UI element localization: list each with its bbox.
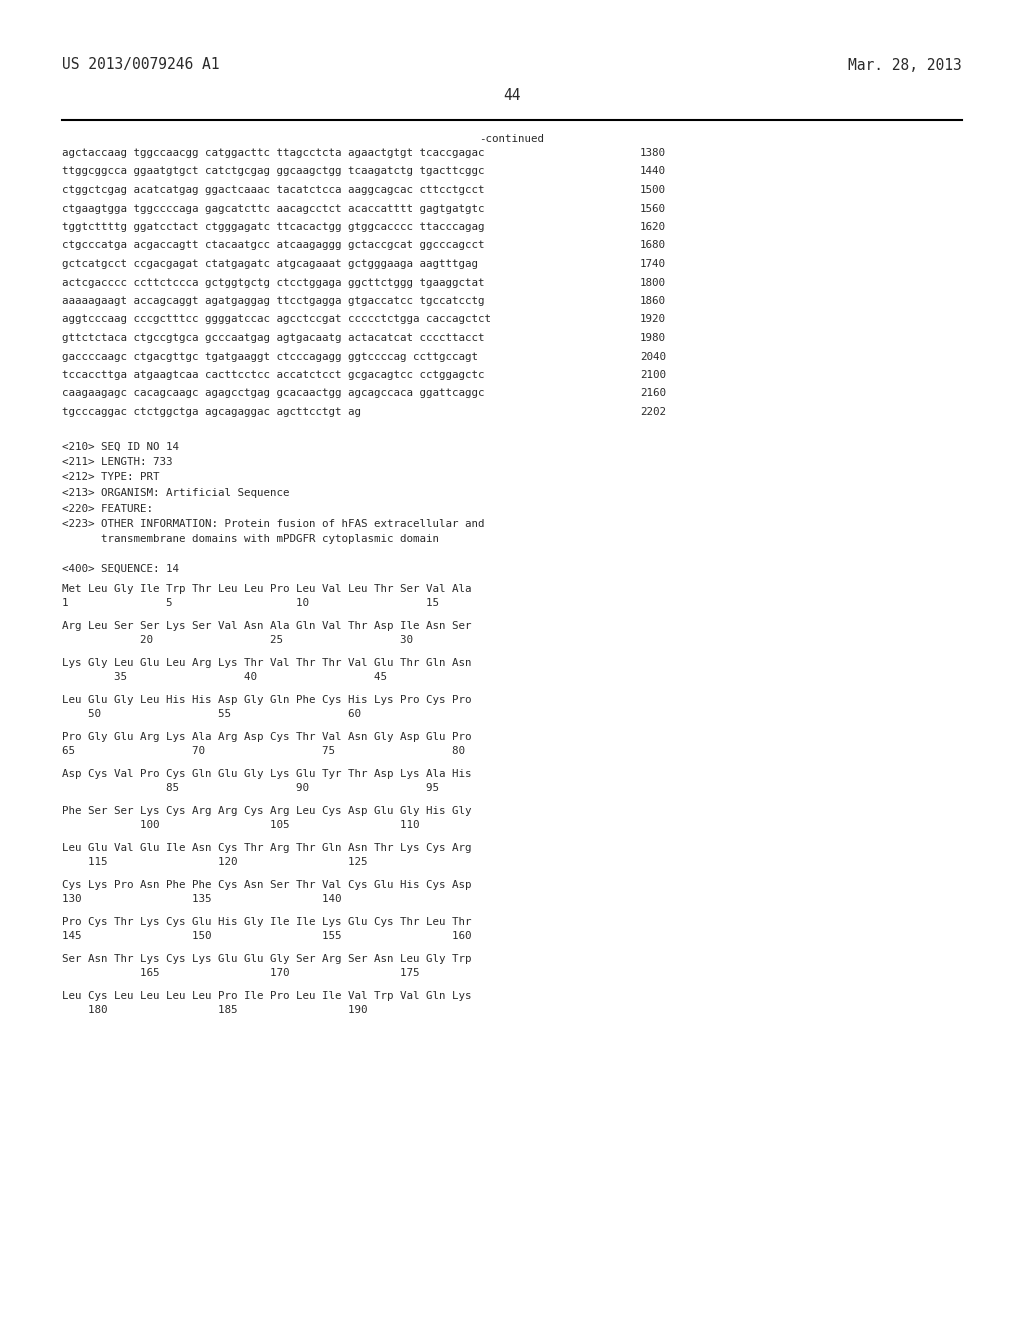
Text: 35                  40                  45: 35 40 45 <box>62 672 387 682</box>
Text: Pro Cys Thr Lys Cys Glu His Gly Ile Ile Lys Glu Cys Thr Leu Thr: Pro Cys Thr Lys Cys Glu His Gly Ile Ile … <box>62 917 471 927</box>
Text: 100                 105                 110: 100 105 110 <box>62 820 420 830</box>
Text: 1860: 1860 <box>640 296 666 306</box>
Text: gctcatgcct ccgacgagat ctatgagatc atgcagaaat gctgggaaga aagtttgag: gctcatgcct ccgacgagat ctatgagatc atgcaga… <box>62 259 478 269</box>
Text: ctgcccatga acgaccagtt ctacaatgcc atcaagaggg gctaccgcat ggcccagcct: ctgcccatga acgaccagtt ctacaatgcc atcaaga… <box>62 240 484 251</box>
Text: 1500: 1500 <box>640 185 666 195</box>
Text: 115                 120                 125: 115 120 125 <box>62 857 368 867</box>
Text: gaccccaagc ctgacgttgc tgatgaaggt ctcccagagg ggtccccag ccttgccagt: gaccccaagc ctgacgttgc tgatgaaggt ctcccag… <box>62 351 478 362</box>
Text: Leu Cys Leu Leu Leu Leu Pro Ile Pro Leu Ile Val Trp Val Gln Lys: Leu Cys Leu Leu Leu Leu Pro Ile Pro Leu … <box>62 991 471 1001</box>
Text: tccaccttga atgaagtcaa cacttcctcc accatctcct gcgacagtcc cctggagctc: tccaccttga atgaagtcaa cacttcctcc accatct… <box>62 370 484 380</box>
Text: 1920: 1920 <box>640 314 666 325</box>
Text: ctggctcgag acatcatgag ggactcaaac tacatctcca aaggcagcac cttcctgcct: ctggctcgag acatcatgag ggactcaaac tacatct… <box>62 185 484 195</box>
Text: Arg Leu Ser Ser Lys Ser Val Asn Ala Gln Val Thr Asp Ile Asn Ser: Arg Leu Ser Ser Lys Ser Val Asn Ala Gln … <box>62 620 471 631</box>
Text: ttggcggcca ggaatgtgct catctgcgag ggcaagctgg tcaagatctg tgacttcggc: ttggcggcca ggaatgtgct catctgcgag ggcaagc… <box>62 166 484 177</box>
Text: Ser Asn Thr Lys Cys Lys Glu Glu Gly Ser Arg Ser Asn Leu Gly Trp: Ser Asn Thr Lys Cys Lys Glu Glu Gly Ser … <box>62 954 471 964</box>
Text: 165                 170                 175: 165 170 175 <box>62 969 420 978</box>
Text: Leu Glu Val Glu Ile Asn Cys Thr Arg Thr Gln Asn Thr Lys Cys Arg: Leu Glu Val Glu Ile Asn Cys Thr Arg Thr … <box>62 843 471 853</box>
Text: 1620: 1620 <box>640 222 666 232</box>
Text: 2160: 2160 <box>640 388 666 399</box>
Text: Asp Cys Val Pro Cys Gln Glu Gly Lys Glu Tyr Thr Asp Lys Ala His: Asp Cys Val Pro Cys Gln Glu Gly Lys Glu … <box>62 768 471 779</box>
Text: 2100: 2100 <box>640 370 666 380</box>
Text: <220> FEATURE:: <220> FEATURE: <box>62 503 153 513</box>
Text: 20                  25                  30: 20 25 30 <box>62 635 413 645</box>
Text: gttctctaca ctgccgtgca gcccaatgag agtgacaatg actacatcat ccccttacct: gttctctaca ctgccgtgca gcccaatgag agtgaca… <box>62 333 484 343</box>
Text: Leu Glu Gly Leu His His Asp Gly Gln Phe Cys His Lys Pro Cys Pro: Leu Glu Gly Leu His His Asp Gly Gln Phe … <box>62 694 471 705</box>
Text: 1560: 1560 <box>640 203 666 214</box>
Text: 145                 150                 155                 160: 145 150 155 160 <box>62 932 471 941</box>
Text: <212> TYPE: PRT: <212> TYPE: PRT <box>62 473 160 483</box>
Text: <210> SEQ ID NO 14: <210> SEQ ID NO 14 <box>62 441 179 451</box>
Text: <400> SEQUENCE: 14: <400> SEQUENCE: 14 <box>62 564 179 574</box>
Text: agctaccaag tggccaacgg catggacttc ttagcctcta agaactgtgt tcaccgagac: agctaccaag tggccaacgg catggacttc ttagcct… <box>62 148 484 158</box>
Text: aaaaagaagt accagcaggt agatgaggag ttcctgagga gtgaccatcc tgccatcctg: aaaaagaagt accagcaggt agatgaggag ttcctga… <box>62 296 484 306</box>
Text: 50                  55                  60: 50 55 60 <box>62 709 361 719</box>
Text: tggtcttttg ggatcctact ctgggagatc ttcacactgg gtggcacccc ttacccagag: tggtcttttg ggatcctact ctgggagatc ttcacac… <box>62 222 484 232</box>
Text: Phe Ser Ser Lys Cys Arg Arg Cys Arg Leu Cys Asp Glu Gly His Gly: Phe Ser Ser Lys Cys Arg Arg Cys Arg Leu … <box>62 805 471 816</box>
Text: 180                 185                 190: 180 185 190 <box>62 1006 368 1015</box>
Text: 65                  70                  75                  80: 65 70 75 80 <box>62 746 465 756</box>
Text: 1740: 1740 <box>640 259 666 269</box>
Text: 1               5                   10                  15: 1 5 10 15 <box>62 598 439 609</box>
Text: Mar. 28, 2013: Mar. 28, 2013 <box>848 58 962 73</box>
Text: Met Leu Gly Ile Trp Thr Leu Leu Pro Leu Val Leu Thr Ser Val Ala: Met Leu Gly Ile Trp Thr Leu Leu Pro Leu … <box>62 583 471 594</box>
Text: 1440: 1440 <box>640 166 666 177</box>
Text: Pro Gly Glu Arg Lys Ala Arg Asp Cys Thr Val Asn Gly Asp Glu Pro: Pro Gly Glu Arg Lys Ala Arg Asp Cys Thr … <box>62 731 471 742</box>
Text: <223> OTHER INFORMATION: Protein fusion of hFAS extracellular and: <223> OTHER INFORMATION: Protein fusion … <box>62 519 484 529</box>
Text: Cys Lys Pro Asn Phe Phe Cys Asn Ser Thr Val Cys Glu His Cys Asp: Cys Lys Pro Asn Phe Phe Cys Asn Ser Thr … <box>62 880 471 890</box>
Text: 1380: 1380 <box>640 148 666 158</box>
Text: actcgacccc ccttctccca gctggtgctg ctcctggaga ggcttctggg tgaaggctat: actcgacccc ccttctccca gctggtgctg ctcctgg… <box>62 277 484 288</box>
Text: -continued: -continued <box>479 135 545 144</box>
Text: ctgaagtgga tggccccaga gagcatcttc aacagcctct acaccatttt gagtgatgtc: ctgaagtgga tggccccaga gagcatcttc aacagcc… <box>62 203 484 214</box>
Text: aggtcccaag cccgctttcc ggggatccac agcctccgat ccccctctgga caccagctct: aggtcccaag cccgctttcc ggggatccac agcctcc… <box>62 314 490 325</box>
Text: 2040: 2040 <box>640 351 666 362</box>
Text: 1980: 1980 <box>640 333 666 343</box>
Text: caagaagagc cacagcaagc agagcctgag gcacaactgg agcagccaca ggattcaggc: caagaagagc cacagcaagc agagcctgag gcacaac… <box>62 388 484 399</box>
Text: 44: 44 <box>503 87 521 103</box>
Text: transmembrane domains with mPDGFR cytoplasmic domain: transmembrane domains with mPDGFR cytopl… <box>62 535 439 544</box>
Text: 1800: 1800 <box>640 277 666 288</box>
Text: <211> LENGTH: 733: <211> LENGTH: 733 <box>62 457 172 467</box>
Text: US 2013/0079246 A1: US 2013/0079246 A1 <box>62 58 219 73</box>
Text: 2202: 2202 <box>640 407 666 417</box>
Text: 130                 135                 140: 130 135 140 <box>62 895 341 904</box>
Text: tgcccaggac ctctggctga agcagaggac agcttcctgt ag: tgcccaggac ctctggctga agcagaggac agcttcc… <box>62 407 361 417</box>
Text: 85                  90                  95: 85 90 95 <box>62 783 439 793</box>
Text: Lys Gly Leu Glu Leu Arg Lys Thr Val Thr Thr Val Glu Thr Gln Asn: Lys Gly Leu Glu Leu Arg Lys Thr Val Thr … <box>62 657 471 668</box>
Text: <213> ORGANISM: Artificial Sequence: <213> ORGANISM: Artificial Sequence <box>62 488 290 498</box>
Text: 1680: 1680 <box>640 240 666 251</box>
